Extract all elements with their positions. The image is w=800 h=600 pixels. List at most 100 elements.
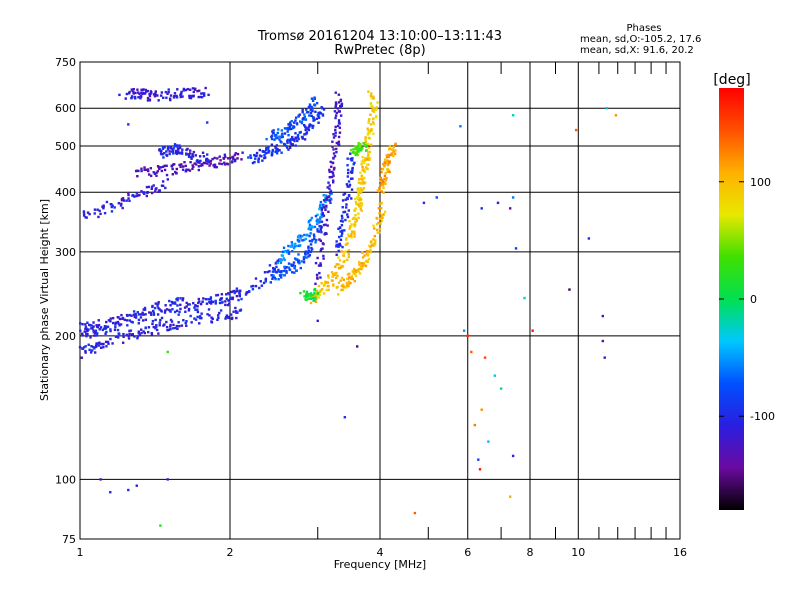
data-point [174, 302, 177, 305]
data-point [383, 164, 387, 167]
data-point [294, 119, 297, 122]
data-point [363, 254, 366, 257]
data-point [142, 191, 146, 194]
data-point [367, 153, 370, 157]
data-point [386, 159, 389, 162]
data-point [374, 108, 378, 111]
data-point [189, 160, 192, 164]
data-point [353, 209, 356, 212]
data-point [209, 162, 212, 165]
data-point [346, 185, 349, 188]
data-point [154, 92, 157, 95]
data-point [171, 173, 175, 176]
data-point [197, 89, 201, 92]
data-point [321, 203, 325, 207]
data-point [142, 313, 145, 316]
data-point [459, 125, 462, 128]
data-point [89, 323, 92, 327]
data-point [266, 147, 270, 151]
data-point [257, 159, 260, 162]
data-point [605, 107, 608, 110]
data-point [270, 274, 273, 277]
data-point [161, 184, 165, 188]
data-point [309, 243, 313, 246]
data-point [317, 111, 320, 115]
data-point [217, 316, 220, 320]
data-point [277, 278, 280, 281]
data-point [151, 305, 154, 309]
data-point [287, 128, 290, 131]
data-point [223, 153, 227, 156]
data-point [158, 189, 162, 192]
data-point [260, 284, 264, 287]
data-point [165, 164, 168, 167]
data-point [228, 302, 231, 305]
data-point [282, 274, 286, 277]
data-point [224, 300, 227, 303]
data-point [312, 117, 315, 121]
data-point [266, 270, 269, 274]
data-point [154, 190, 157, 193]
data-point [363, 157, 367, 160]
data-point [301, 235, 304, 238]
data-point [356, 153, 360, 157]
data-point [355, 219, 359, 222]
data-point [148, 311, 151, 314]
data-point [114, 323, 117, 326]
data-point [158, 321, 161, 324]
data-point [348, 185, 351, 188]
data-point [334, 101, 338, 104]
data-point [234, 290, 237, 293]
data-point [332, 168, 336, 171]
data-point [313, 225, 317, 229]
data-point [317, 296, 321, 299]
data-point [136, 337, 139, 340]
data-point [316, 114, 320, 117]
data-point [205, 121, 209, 124]
data-point [258, 154, 262, 157]
data-point [137, 332, 141, 335]
data-point [142, 308, 145, 311]
data-point [317, 116, 321, 119]
data-point [198, 316, 202, 320]
data-point [152, 184, 155, 187]
data-point [496, 201, 500, 205]
data-point [147, 173, 151, 176]
data-point [143, 306, 147, 310]
data-point [315, 295, 319, 299]
data-point [298, 113, 302, 116]
x-tick-label: 6 [464, 546, 471, 559]
data-point [122, 332, 125, 336]
data-point [473, 423, 477, 427]
data-point [140, 169, 143, 173]
data-point [364, 138, 367, 141]
data-point [92, 325, 95, 328]
data-point [157, 301, 160, 304]
data-point [335, 245, 338, 248]
data-point [264, 280, 267, 283]
data-point [191, 164, 194, 167]
data-point [338, 110, 342, 113]
data-point [338, 235, 341, 239]
data-point [89, 336, 92, 339]
data-point [312, 233, 316, 236]
data-point [303, 295, 306, 298]
data-point [90, 324, 93, 327]
data-point [311, 296, 315, 300]
data-point [366, 158, 369, 161]
data-point [173, 310, 177, 314]
data-point [179, 95, 182, 99]
data-point [372, 117, 375, 120]
data-point [169, 325, 172, 328]
data-point [350, 223, 353, 226]
y-tick-label: 400 [55, 186, 76, 199]
data-point [174, 170, 177, 174]
data-point [110, 210, 114, 213]
data-point [278, 135, 281, 138]
data-point [360, 146, 364, 149]
data-point [341, 283, 345, 286]
data-point [181, 299, 184, 302]
data-point [531, 329, 534, 332]
data-point [160, 169, 164, 173]
data-point [364, 149, 368, 152]
